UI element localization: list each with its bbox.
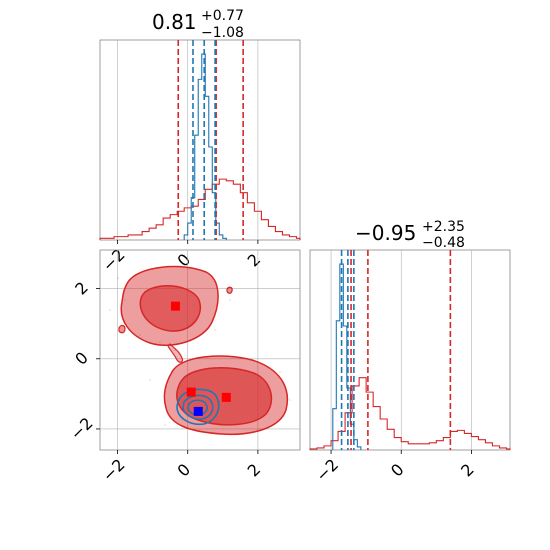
- panel2-frame: [99, 249, 301, 451]
- p3-hist-series-1: [332, 263, 362, 450]
- contour-upper-inner: [139, 285, 202, 332]
- contour-small-left: [118, 324, 126, 334]
- marker-0: [170, 301, 180, 311]
- sample-scatter: [109, 277, 291, 426]
- p3-xtick-label-0: −2: [312, 455, 342, 485]
- contour-bridge: [167, 343, 184, 363]
- marker-3: [193, 406, 203, 416]
- marginal-histogram-param1: −2 0 2 0.81 +0.77 −1.08: [99, 8, 301, 275]
- p2-xtick-label-1: 0: [174, 460, 195, 481]
- p3-hist-series-0: [309, 377, 511, 450]
- marginal-histogram-param2: −2 0 2 −0.95 +2.35 −0.48: [309, 219, 511, 485]
- marker-2: [221, 392, 231, 402]
- panel3-frame: [309, 249, 511, 451]
- contour-small-right: [226, 286, 233, 294]
- joint-contour-panel: −2 0 2 −2 0 2: [67, 249, 301, 485]
- contour-blue-outer: [176, 388, 220, 426]
- p3-xtick-label-1: 0: [387, 460, 408, 481]
- panel1-title-minus: −1.08: [201, 25, 244, 41]
- panel1-title-plus: +0.77: [201, 8, 244, 24]
- p2-ytick-label-1: 0: [71, 348, 92, 369]
- panel3-title-value: −0.95: [355, 221, 416, 245]
- p2-xtick-label-0: −2: [99, 455, 129, 485]
- panel1-frame: [99, 39, 301, 241]
- p2-ytick-label-0: −2: [67, 414, 97, 444]
- panel3-title-minus: −0.48: [422, 235, 465, 251]
- p1-xtick-label-2: 2: [244, 250, 265, 271]
- panel1-title-value: 0.81: [152, 10, 197, 34]
- p2-ytick-label-2: 2: [71, 278, 92, 299]
- p3-xtick-label-2: 2: [457, 460, 478, 481]
- p1-xtick-label-0: −2: [99, 245, 129, 275]
- p1-hist-series-0: [99, 178, 301, 240]
- p1-hist-series-1: [183, 53, 227, 240]
- panel3-title-plus: +2.35: [422, 219, 465, 235]
- contour-blue-inner: [187, 399, 208, 416]
- p2-xtick-label-2: 2: [244, 460, 265, 481]
- contour-blue-mid: [182, 394, 214, 420]
- marker-1: [186, 387, 196, 397]
